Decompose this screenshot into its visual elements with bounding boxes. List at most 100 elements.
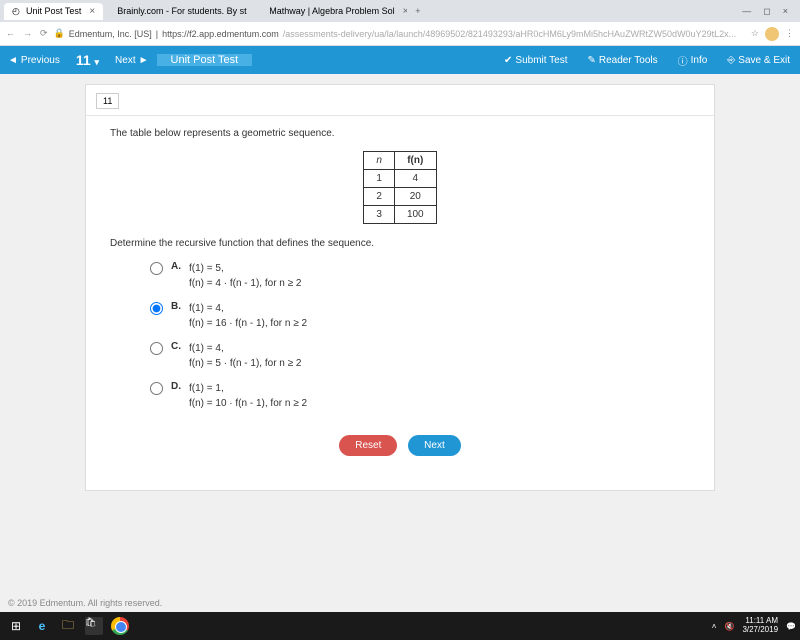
next-question-button[interactable]: Next <box>408 435 461 456</box>
menu-icon[interactable]: ⋮ <box>785 28 794 39</box>
question-card: 11 The table below represents a geometri… <box>85 84 715 491</box>
store-icon[interactable]: 🛍 <box>82 615 106 637</box>
url-input[interactable]: 🔒 Edmentum, Inc. [US] | https://f2.app.e… <box>54 28 745 39</box>
info-button[interactable]: ⓘ Info <box>668 46 718 74</box>
close-icon[interactable]: × <box>89 6 95 17</box>
system-clock[interactable]: 11:11 AM 3/27/2019 <box>742 617 778 635</box>
question-prompt: The table below represents a geometric s… <box>110 128 690 139</box>
tab-title: Unit Post Test <box>26 6 81 16</box>
choice-line: f(n) = 16 · f(n - 1), for n ≥ 2 <box>189 316 307 331</box>
tray-chevron-icon[interactable]: ˄ <box>712 622 717 631</box>
edge-icon[interactable]: e <box>30 615 54 637</box>
prev-label: Previous <box>21 55 60 66</box>
cell: 3 <box>364 206 395 224</box>
choice-d[interactable]: D. f(1) = 1, f(n) = 10 · f(n - 1), for n… <box>150 381 690 411</box>
arrow-right-icon: ► <box>139 55 149 66</box>
choice-line: f(1) = 4, <box>189 341 301 356</box>
file-explorer-icon[interactable]: 🗀 <box>56 615 80 637</box>
notification-icon[interactable]: 💬 <box>786 622 796 631</box>
question-badge: 11 <box>96 93 119 109</box>
radio-d[interactable] <box>150 382 163 395</box>
choice-line: f(1) = 4, <box>189 301 307 316</box>
chrome-icon[interactable] <box>108 615 132 637</box>
bookmark-icon[interactable]: ☆ <box>751 28 759 39</box>
url-domain: https://f2.app.edmentum.com <box>162 29 279 39</box>
check-icon: ✔ <box>504 55 512 66</box>
radio-a[interactable] <box>150 262 163 275</box>
choice-a[interactable]: A. f(1) = 5, f(n) = 4 · f(n - 1), for n … <box>150 261 690 291</box>
app-title: Unit Post Test <box>157 54 253 66</box>
choice-line: f(1) = 5, <box>189 261 301 276</box>
sequence-table: n f(n) 1 4 2 20 3 100 <box>363 151 436 224</box>
choice-line: f(n) = 10 · f(n - 1), for n ≥ 2 <box>189 396 307 411</box>
maximize-icon[interactable]: ◻ <box>763 6 770 17</box>
cell: 1 <box>364 170 395 188</box>
profile-avatar-icon[interactable] <box>765 27 779 41</box>
question-subprompt: Determine the recursive function that de… <box>110 238 690 249</box>
question-header: 11 <box>86 85 714 116</box>
save-label: Save & Exit <box>738 55 790 66</box>
answer-choices: A. f(1) = 5, f(n) = 4 · f(n - 1), for n … <box>110 261 690 411</box>
tools-icon: ✎ <box>587 55 595 66</box>
arrow-left-icon: ◄ <box>8 55 18 66</box>
minimize-icon[interactable]: — <box>742 6 751 17</box>
cell: 2 <box>364 188 395 206</box>
choice-label: D. <box>171 381 181 392</box>
choice-line: f(n) = 4 · f(n - 1), for n ≥ 2 <box>189 276 301 291</box>
close-icon[interactable]: × <box>403 6 408 17</box>
next-button[interactable]: Next ► <box>107 55 156 66</box>
radio-c[interactable] <box>150 342 163 355</box>
copyright-footer: © 2019 Edmentum. All rights reserved. <box>0 594 800 612</box>
reset-button[interactable]: Reset <box>339 435 397 456</box>
table-row: 3 100 <box>364 206 436 224</box>
new-tab-button[interactable]: + <box>409 6 426 16</box>
chevron-down-icon: ▾ <box>95 57 100 67</box>
previous-button[interactable]: ◄ Previous <box>0 55 68 66</box>
choice-label: B. <box>171 301 181 312</box>
close-icon[interactable]: × <box>255 6 256 17</box>
exit-icon: ⎆ <box>727 55 735 66</box>
reader-tools-button[interactable]: ✎ Reader Tools <box>577 46 667 74</box>
choice-b[interactable]: B. f(1) = 4, f(n) = 16 · f(n - 1), for n… <box>150 301 690 331</box>
action-buttons: Reset Next <box>110 421 690 478</box>
submit-test-button[interactable]: ✔ Submit Test <box>494 46 577 74</box>
windows-taskbar: ⊞ e 🗀 🛍 ˄ 🔇 11:11 AM 3/27/2019 💬 <box>0 612 800 640</box>
reload-icon[interactable]: ⟳ <box>40 28 48 39</box>
choice-label: A. <box>171 261 181 272</box>
question-number-dropdown[interactable]: 11 ▾ <box>68 52 107 68</box>
tab-favicon: ◴ <box>12 6 22 16</box>
cell: 20 <box>394 188 436 206</box>
browser-tab[interactable]: Brainly.com - For students. By st × <box>105 3 255 20</box>
info-label: Info <box>691 55 708 66</box>
info-icon: ⓘ <box>678 53 688 68</box>
back-icon[interactable]: ← <box>6 28 15 39</box>
url-org: Edmentum, Inc. [US] <box>69 29 152 39</box>
browser-tab[interactable]: Mathway | Algebra Problem Sol × <box>257 3 407 20</box>
address-bar: ← → ⟳ 🔒 Edmentum, Inc. [US] | https://f2… <box>0 22 800 46</box>
window-controls: — ◻ × <box>742 6 796 17</box>
choice-label: C. <box>171 341 181 352</box>
forward-icon[interactable]: → <box>23 28 32 39</box>
tab-title: Brainly.com - For students. By st <box>117 6 246 16</box>
choice-line: f(n) = 5 · f(n - 1), for n ≥ 2 <box>189 356 301 371</box>
start-button[interactable]: ⊞ <box>4 615 28 637</box>
lock-icon: 🔒 <box>54 28 65 39</box>
browser-tab-active[interactable]: ◴ Unit Post Test × <box>4 3 103 20</box>
next-label: Next <box>115 55 136 66</box>
close-window-icon[interactable]: × <box>783 6 788 17</box>
cell: 100 <box>394 206 436 224</box>
tab-title: Mathway | Algebra Problem Sol <box>269 6 394 16</box>
table-row: 2 20 <box>364 188 436 206</box>
table-row: 1 4 <box>364 170 436 188</box>
url-path: /assessments-delivery/ua/la/launch/48969… <box>283 29 736 39</box>
radio-b[interactable] <box>150 302 163 315</box>
choice-c[interactable]: C. f(1) = 4, f(n) = 5 · f(n - 1), for n … <box>150 341 690 371</box>
browser-tab-strip: ◴ Unit Post Test × Brainly.com - For stu… <box>0 0 800 22</box>
volume-icon[interactable]: 🔇 <box>724 622 734 631</box>
save-exit-button[interactable]: ⎆ Save & Exit <box>717 46 800 74</box>
col-header-n: n <box>364 152 395 170</box>
content-area: 11 The table below represents a geometri… <box>0 74 800 594</box>
app-header: ◄ Previous 11 ▾ Next ► Unit Post Test ✔ … <box>0 46 800 74</box>
col-header-fn: f(n) <box>394 152 436 170</box>
qnum-value: 11 <box>76 52 91 68</box>
